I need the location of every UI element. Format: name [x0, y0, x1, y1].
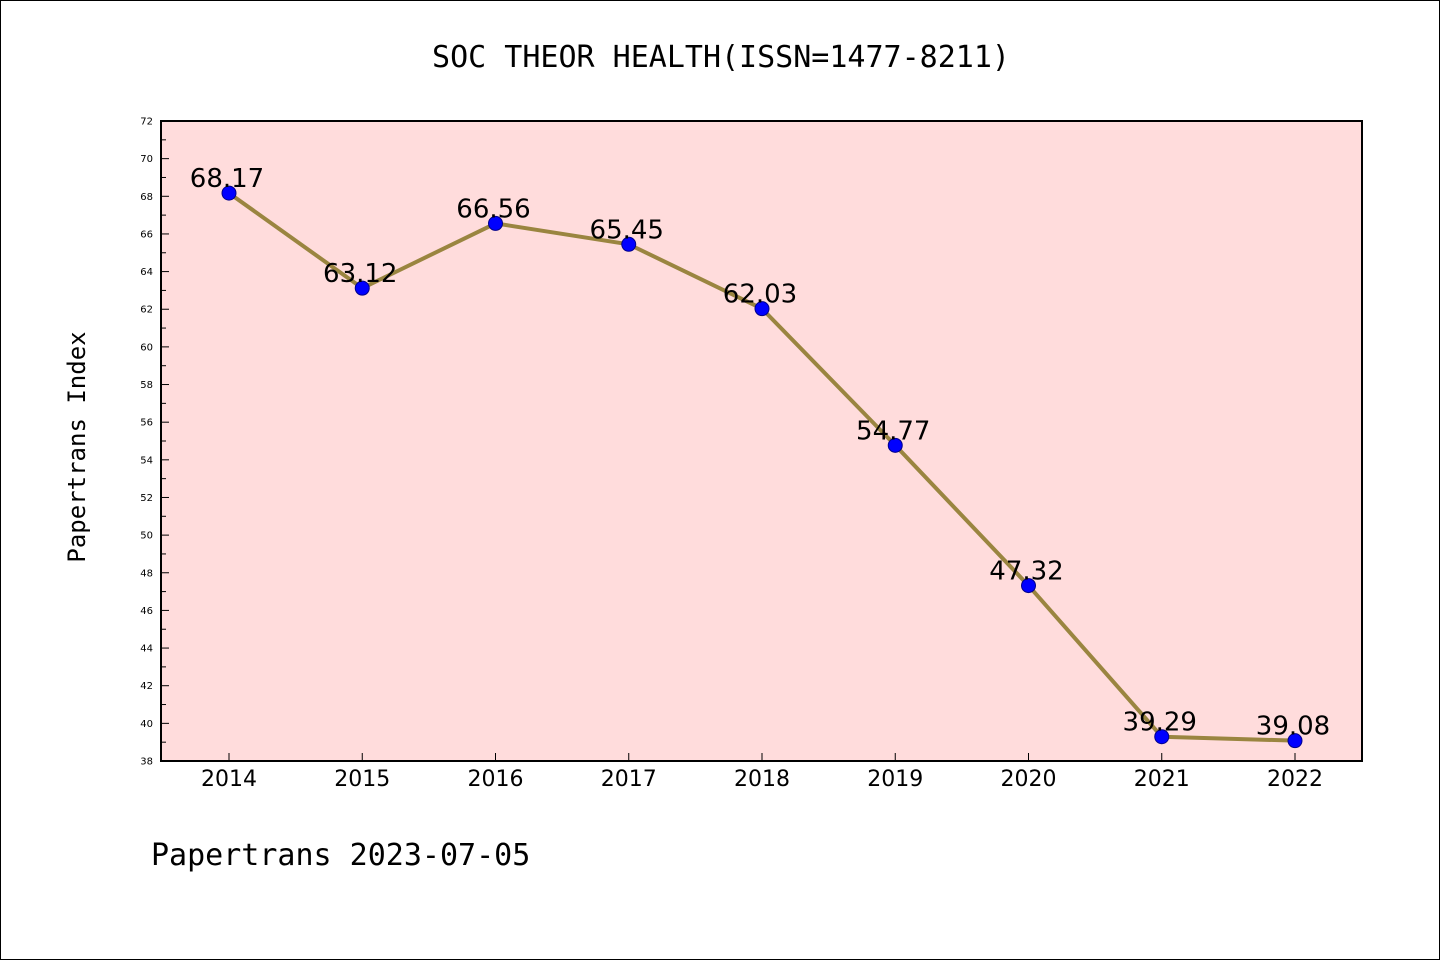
y-tick-label: 72: [140, 117, 153, 128]
x-axis: 2014 2015 2016 2017 2018 2019 2020 2021 2022: [201, 753, 1323, 792]
y-axis: 38 40 42 44 46 48 50 52 54 56 58 60 62 64 66 68 70 72: [140, 117, 169, 768]
y-tick-label: 58: [140, 380, 153, 391]
y-tick-label: 56: [140, 418, 153, 429]
data-label: 39.29: [1123, 708, 1197, 738]
x-tick-label: 2019: [867, 767, 923, 792]
x-tick-label: 2016: [468, 767, 524, 792]
y-tick-label: 44: [140, 644, 153, 655]
data-label: 39.08: [1256, 712, 1330, 742]
x-tick-label: 2022: [1267, 767, 1323, 792]
y-tick-label: 60: [140, 342, 153, 353]
data-label: 54.77: [856, 416, 930, 446]
y-axis-label: Papertrans Index: [63, 331, 91, 562]
y-tick-label: 64: [140, 267, 153, 278]
data-point: [754, 301, 770, 317]
data-label: 68.17: [190, 164, 264, 194]
data-label: 66.56: [456, 194, 530, 224]
x-tick-label: 2017: [601, 767, 657, 792]
x-tick-label: 2020: [1001, 767, 1057, 792]
y-tick-label: 68: [140, 192, 153, 203]
y-tick-label: 38: [140, 757, 153, 768]
y-tick-label: 52: [140, 493, 153, 504]
x-tick-label: 2014: [201, 767, 257, 792]
y-tick-label: 48: [140, 568, 153, 579]
data-point: [221, 185, 237, 201]
data-labels: 68.17 63.12 66.56 65.45 62.03 54.77 47.32 39.29…: [190, 164, 1330, 742]
y-tick-label: 62: [140, 305, 153, 316]
y-tick-label: 70: [140, 154, 153, 165]
data-point: [1021, 578, 1036, 594]
data-point: [621, 236, 637, 252]
y-tick-label: 46: [140, 606, 153, 617]
y-tick-label: 54: [140, 455, 153, 466]
y-tick-label: 42: [140, 681, 153, 692]
x-tick-label: 2015: [334, 767, 390, 792]
data-point: [1287, 733, 1303, 749]
data-label: 62.03: [723, 280, 797, 310]
data-point: [887, 437, 903, 453]
chart-title: SOC THEOR HEALTH(ISSN=1477-8211): [432, 40, 1010, 75]
footer-text: Papertrans 2023-07-05: [151, 838, 530, 873]
y-tick-label: 50: [140, 531, 153, 542]
data-point: [488, 215, 503, 231]
data-label: 63.12: [323, 259, 397, 289]
x-tick-label: 2018: [734, 767, 790, 792]
data-point: [354, 280, 370, 296]
x-tick-label: 2021: [1134, 767, 1190, 792]
plot-area: [160, 120, 1363, 762]
data-label: 65.45: [590, 215, 664, 245]
data-points: [221, 185, 1303, 749]
y-tick-label: 40: [140, 719, 153, 730]
data-point: [1154, 729, 1170, 745]
y-tick-label: 66: [140, 229, 153, 240]
data-label: 47.32: [989, 557, 1063, 587]
